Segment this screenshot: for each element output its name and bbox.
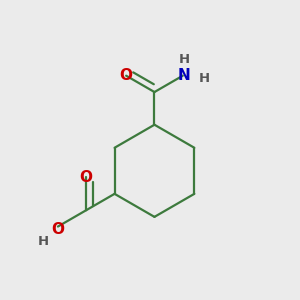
Text: H: H [179,53,190,66]
Text: O: O [80,170,93,185]
Text: N: N [178,68,190,83]
Text: H: H [38,236,49,248]
Text: O: O [51,222,64,237]
Text: H: H [199,72,210,85]
Text: O: O [120,68,133,83]
